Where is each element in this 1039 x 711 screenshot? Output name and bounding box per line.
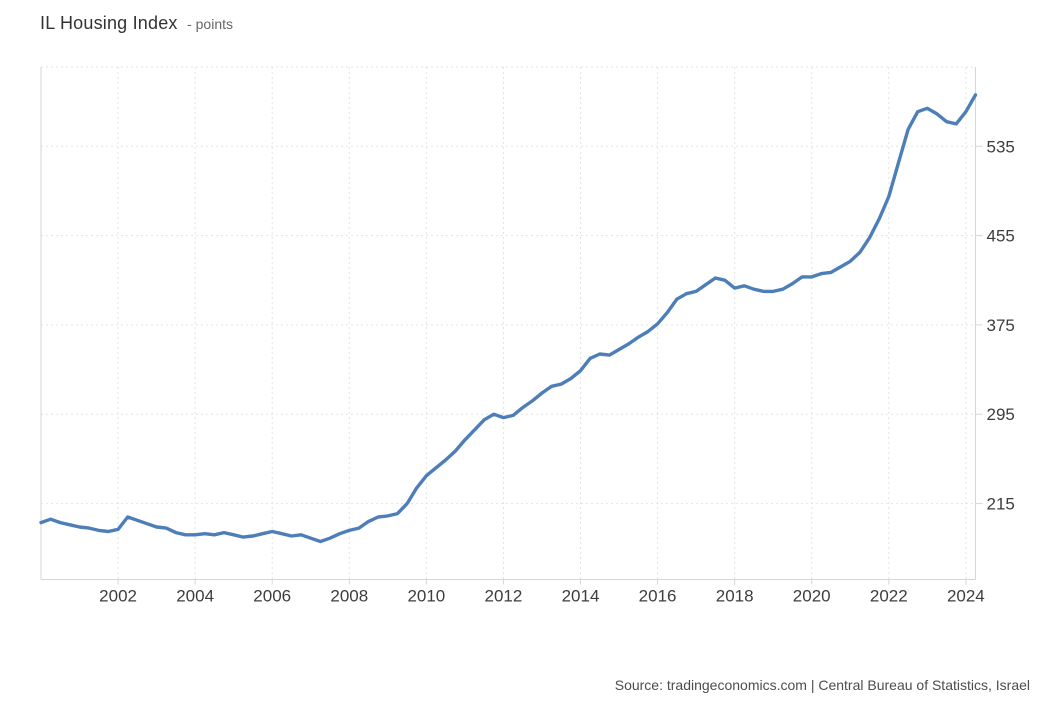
housing-index-chart[interactable]: 215 295 375 455 535 2002 2004 2006 2008 2010 2012 2… xyxy=(0,0,1039,660)
x-axis-label: 2016 xyxy=(639,587,677,606)
y-axis-label: 455 xyxy=(987,227,1015,246)
chart-title: IL Housing Index - points xyxy=(40,13,233,34)
y-axis-label: 215 xyxy=(987,495,1015,514)
gridlines xyxy=(41,66,976,580)
y-axis-label: 535 xyxy=(987,137,1015,156)
x-axis-label: 2008 xyxy=(330,587,368,606)
x-axis-label: 2022 xyxy=(870,587,908,606)
x-axis-label: 2010 xyxy=(407,587,445,606)
chart-title-unit: - points xyxy=(187,16,233,32)
y-axis-label: 375 xyxy=(987,316,1015,335)
y-axis-label: 295 xyxy=(987,405,1015,424)
x-axis-label: 2006 xyxy=(253,587,291,606)
chart-canvas: 215 295 375 455 535 2002 2004 2006 2008 2010 2012 2… xyxy=(39,66,1015,606)
x-axis-label: 2014 xyxy=(562,587,600,606)
axes xyxy=(40,67,983,585)
x-axis-label: 2012 xyxy=(485,587,523,606)
housing-index-line xyxy=(39,93,978,544)
x-axis-label: 2024 xyxy=(947,587,985,606)
x-axis-label: 2018 xyxy=(716,587,754,606)
source-attribution: Source: tradingeconomics.com | Central B… xyxy=(614,677,1030,693)
x-axis-label: 2002 xyxy=(99,587,137,606)
x-axis-label: 2020 xyxy=(793,587,831,606)
x-axis-label: 2004 xyxy=(176,587,214,606)
chart-title-text: IL Housing Index xyxy=(40,13,178,33)
